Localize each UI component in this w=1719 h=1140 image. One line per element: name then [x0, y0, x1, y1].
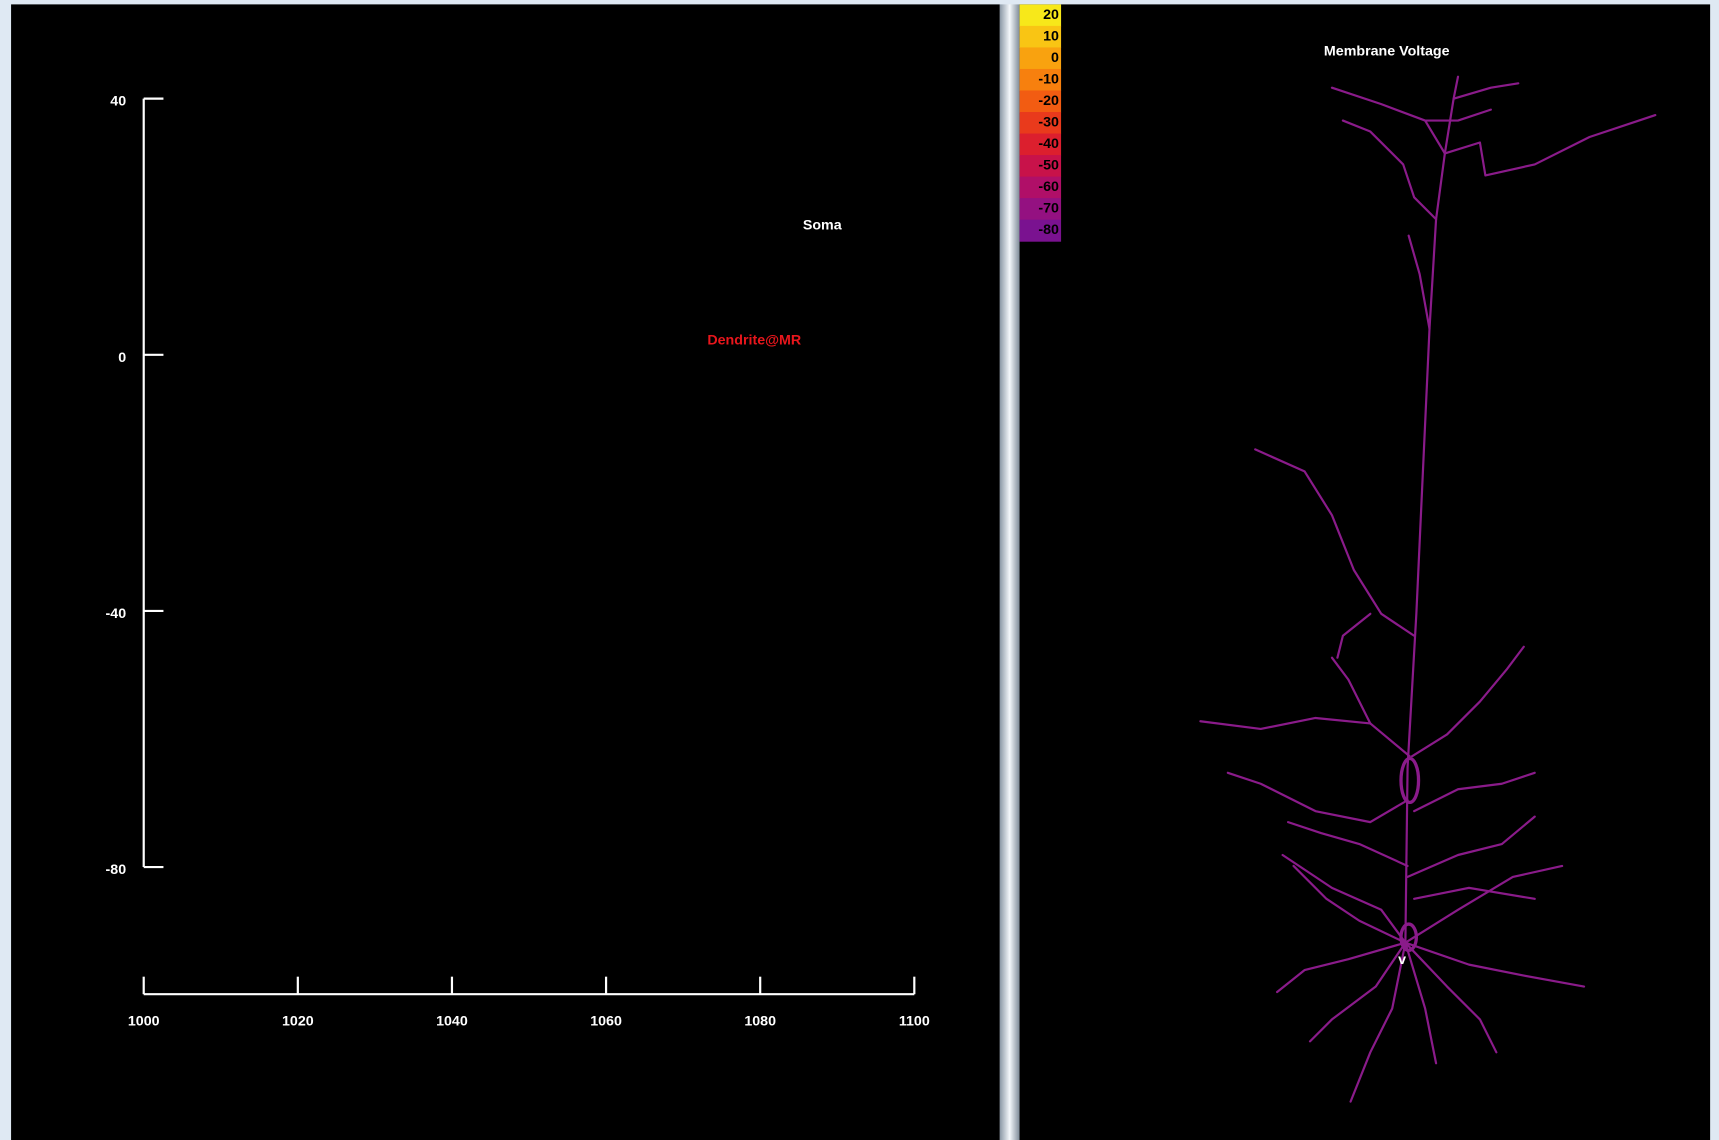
shape-title: Membrane Voltage	[1324, 43, 1450, 59]
colorbar-label: -30	[1038, 115, 1059, 131]
shape-window	[1020, 4, 1711, 1140]
colorbar-label: -80	[1038, 222, 1059, 238]
x-tick-label: 1020	[282, 1013, 314, 1029]
page: 400-40-80100010201040106010801100SomaDen…	[0, 0, 1719, 1140]
colorbar-label: -10	[1038, 71, 1059, 87]
colorbar-label: 0	[1051, 50, 1059, 66]
colorbar-label: -60	[1038, 179, 1059, 195]
x-tick-label: 1000	[128, 1013, 160, 1029]
legend-entry: Dendrite@MR	[707, 333, 801, 349]
x-tick-label: 1040	[436, 1013, 468, 1029]
y-tick-label: -40	[106, 606, 127, 622]
colorbar-label: -20	[1038, 93, 1059, 109]
colorbar-label: -50	[1038, 158, 1059, 174]
splitter[interactable]	[1000, 4, 1020, 1140]
probe-marker: v	[1398, 952, 1406, 968]
screen: 400-40-80100010201040106010801100SomaDen…	[0, 0, 1719, 1140]
colorbar-label: -70	[1038, 201, 1059, 217]
y-tick-label: 40	[110, 94, 126, 110]
x-tick-label: 1060	[590, 1013, 622, 1029]
legend-entry: Soma	[803, 218, 843, 234]
x-tick-label: 1080	[744, 1013, 776, 1029]
colorbar-label: -40	[1038, 136, 1059, 152]
y-tick-label: 0	[118, 350, 126, 366]
colorbar-label: 20	[1043, 7, 1059, 23]
colorbar: 20 10 0 -10 -20 -30 -40 -50 -60 -70 -80	[1020, 4, 1062, 241]
colorbar-label: 10	[1043, 28, 1059, 44]
y-tick-label: -80	[106, 862, 127, 878]
x-tick-label: 1100	[899, 1013, 930, 1029]
graph-window	[11, 4, 1000, 1140]
